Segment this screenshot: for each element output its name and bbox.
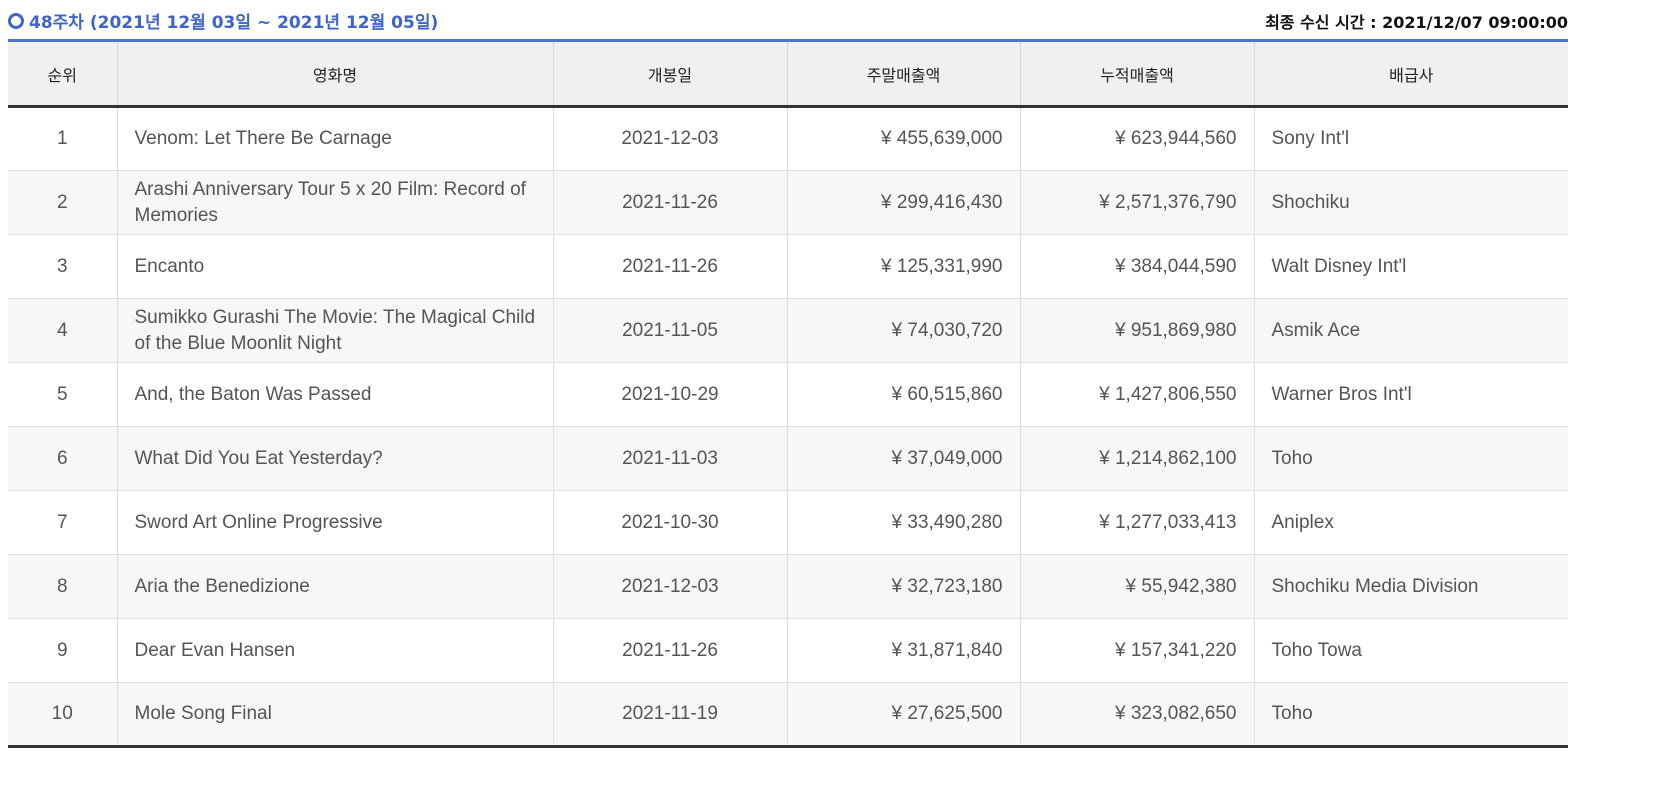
column-header-cumulative-sales: 누적매출액: [1020, 40, 1255, 108]
table-row: 4 Sumikko Gurashi The Movie: The Magical…: [8, 298, 1568, 363]
rank-cell: 8: [8, 554, 118, 619]
weekend-sales-cell: ¥ 299,416,430: [787, 170, 1021, 235]
table-row: 10 Mole Song Final 2021-11-19 ¥ 27,625,5…: [8, 682, 1568, 747]
cumulative-sales-cell: ¥ 623,944,560: [1020, 106, 1255, 171]
table-row: 1 Venom: Let There Be Carnage 2021-12-03…: [8, 106, 1568, 171]
release-date-cell: 2021-11-03: [553, 426, 788, 491]
movie-title-cell: Aria the Benedizione: [117, 554, 554, 619]
column-header-title: 영화명: [117, 40, 554, 108]
column-header-weekend-sales: 주말매출액: [787, 40, 1021, 108]
rank-cell: 5: [8, 362, 118, 427]
weekend-sales-cell: ¥ 32,723,180: [787, 554, 1021, 619]
weekend-sales-cell: ¥ 33,490,280: [787, 490, 1021, 555]
rank-cell: 6: [8, 426, 118, 491]
cumulative-sales-cell: ¥ 55,942,380: [1020, 554, 1255, 619]
movie-title-cell: Venom: Let There Be Carnage: [117, 106, 554, 171]
distributor-cell: Shochiku: [1254, 170, 1568, 235]
weekend-sales-cell: ¥ 455,639,000: [787, 106, 1021, 171]
release-date-cell: 2021-10-30: [553, 490, 788, 555]
movie-title-cell: And, the Baton Was Passed: [117, 362, 554, 427]
column-header-distributor: 배급사: [1254, 40, 1568, 108]
box-office-table-container: 순위 영화명 개봉일 주말매출액 누적매출액 배급사 1 Venom: Let …: [8, 39, 1568, 748]
release-date-cell: 2021-11-05: [553, 298, 788, 363]
release-date-cell: 2021-12-03: [553, 554, 788, 619]
table-row: 2 Arashi Anniversary Tour 5 x 20 Film: R…: [8, 170, 1568, 235]
rank-cell: 1: [8, 106, 118, 171]
cumulative-sales-cell: ¥ 323,082,650: [1020, 682, 1255, 747]
release-date-cell: 2021-11-26: [553, 234, 788, 299]
rank-cell: 7: [8, 490, 118, 555]
cumulative-sales-cell: ¥ 384,044,590: [1020, 234, 1255, 299]
distributor-cell: Walt Disney Int'l: [1254, 234, 1568, 299]
last-update-time: 최종 수신 시간 : 2021/12/07 09:00:00: [1265, 13, 1568, 32]
rank-cell: 3: [8, 234, 118, 299]
cumulative-sales-cell: ¥ 157,341,220: [1020, 618, 1255, 683]
table-header-row: 순위 영화명 개봉일 주말매출액 누적매출액 배급사: [8, 40, 1568, 108]
table-row: 9 Dear Evan Hansen 2021-11-26 ¥ 31,871,8…: [8, 618, 1568, 683]
movie-title-cell: What Did You Eat Yesterday?: [117, 426, 554, 491]
distributor-cell: Warner Bros Int'l: [1254, 362, 1568, 427]
cumulative-sales-cell: ¥ 1,214,862,100: [1020, 426, 1255, 491]
table-row: 6 What Did You Eat Yesterday? 2021-11-03…: [8, 426, 1568, 491]
movie-title-cell: Mole Song Final: [117, 682, 554, 747]
week-title: 48주차 (2021년 12월 03일 ~ 2021년 12월 05일): [8, 8, 438, 33]
movie-title-cell: Sumikko Gurashi The Movie: The Magical C…: [117, 298, 554, 363]
cumulative-sales-cell: ¥ 2,571,376,790: [1020, 170, 1255, 235]
week-label: 48주차 (2021년 12월 03일 ~ 2021년 12월 05일): [29, 13, 439, 33]
rank-cell: 4: [8, 298, 118, 363]
column-header-release-date: 개봉일: [553, 40, 788, 108]
release-date-cell: 2021-10-29: [553, 362, 788, 427]
table-row: 3 Encanto 2021-11-26 ¥ 125,331,990 ¥ 384…: [8, 234, 1568, 299]
distributor-cell: Aniplex: [1254, 490, 1568, 555]
distributor-cell: Toho: [1254, 682, 1568, 747]
weekend-sales-cell: ¥ 27,625,500: [787, 682, 1021, 747]
distributor-cell: Toho Towa: [1254, 618, 1568, 683]
release-date-cell: 2021-11-26: [553, 170, 788, 235]
distributor-cell: Toho: [1254, 426, 1568, 491]
table-row: 8 Aria the Benedizione 2021-12-03 ¥ 32,7…: [8, 554, 1568, 619]
movie-title-cell: Dear Evan Hansen: [117, 618, 554, 683]
box-office-table: 순위 영화명 개봉일 주말매출액 누적매출액 배급사 1 Venom: Let …: [8, 39, 1568, 748]
rank-cell: 9: [8, 618, 118, 683]
rank-cell: 2: [8, 170, 118, 235]
table-row: 5 And, the Baton Was Passed 2021-10-29 ¥…: [8, 362, 1568, 427]
weekend-sales-cell: ¥ 125,331,990: [787, 234, 1021, 299]
weekend-sales-cell: ¥ 60,515,860: [787, 362, 1021, 427]
release-date-cell: 2021-11-26: [553, 618, 788, 683]
distributor-cell: Asmik Ace: [1254, 298, 1568, 363]
weekend-sales-cell: ¥ 37,049,000: [787, 426, 1021, 491]
release-date-cell: 2021-11-19: [553, 682, 788, 747]
movie-title-cell: Encanto: [117, 234, 554, 299]
release-date-cell: 2021-12-03: [553, 106, 788, 171]
cumulative-sales-cell: ¥ 1,427,806,550: [1020, 362, 1255, 427]
weekend-sales-cell: ¥ 31,871,840: [787, 618, 1021, 683]
rank-cell: 10: [8, 682, 118, 747]
cumulative-sales-cell: ¥ 951,869,980: [1020, 298, 1255, 363]
table-row: 7 Sword Art Online Progressive 2021-10-3…: [8, 490, 1568, 555]
cumulative-sales-cell: ¥ 1,277,033,413: [1020, 490, 1255, 555]
movie-title-cell: Sword Art Online Progressive: [117, 490, 554, 555]
distributor-cell: Sony Int'l: [1254, 106, 1568, 171]
weekend-sales-cell: ¥ 74,030,720: [787, 298, 1021, 363]
distributor-cell: Shochiku Media Division: [1254, 554, 1568, 619]
page-header: 48주차 (2021년 12월 03일 ~ 2021년 12월 05일) 최종 …: [8, 6, 1568, 34]
movie-title-cell: Arashi Anniversary Tour 5 x 20 Film: Rec…: [117, 170, 554, 235]
circle-bullet-icon: [8, 13, 24, 29]
column-header-rank: 순위: [8, 40, 118, 108]
